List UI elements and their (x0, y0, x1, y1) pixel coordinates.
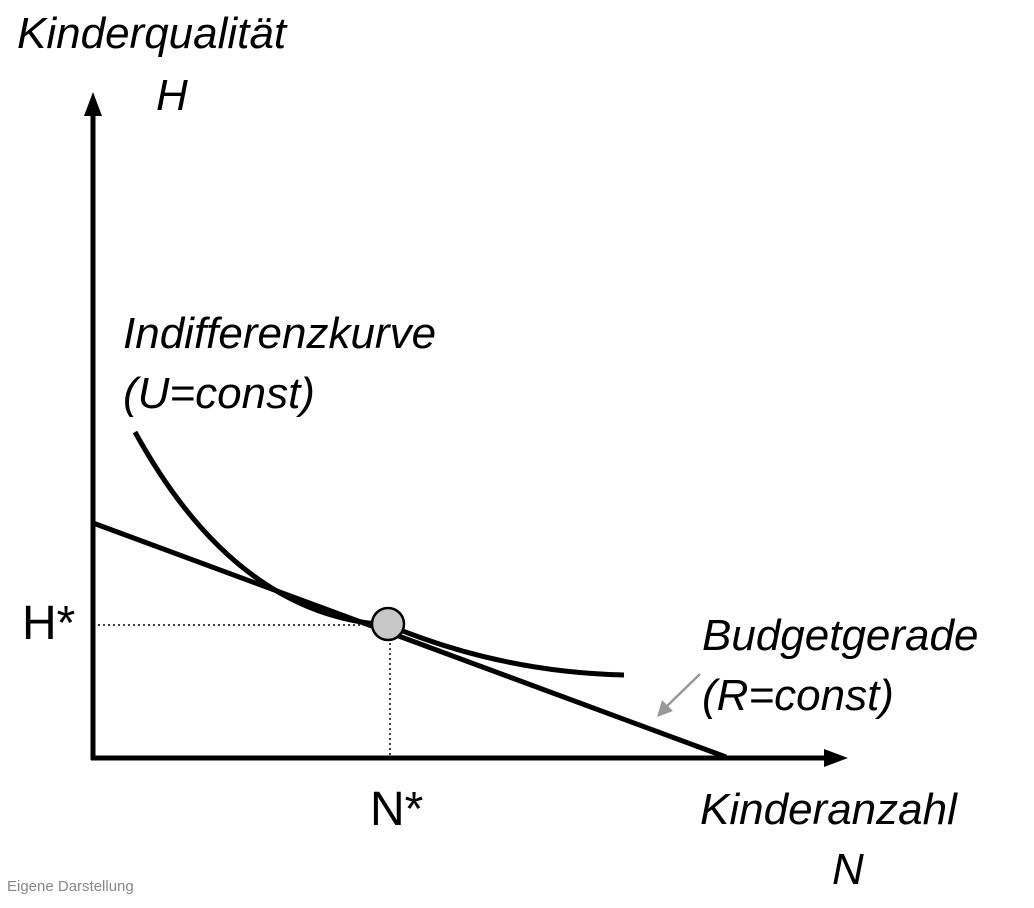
source-note: Eigene Darstellung (7, 878, 134, 895)
n-star-label: N* (370, 783, 424, 836)
h-star-label: H* (22, 597, 76, 650)
budget-line-label-line2: (R=const) (702, 671, 894, 720)
y-axis-arrowhead (84, 92, 102, 116)
y-axis-title-line2: H (156, 71, 188, 120)
budget-pointer-arrow-icon (657, 700, 673, 717)
indifference-curve-label-line1: Indifferenzkurve (123, 309, 437, 358)
x-axis-arrowhead (824, 749, 848, 767)
budget-pointer-arrow-shaft (664, 673, 701, 709)
optimum-point (370, 606, 406, 642)
indifference-curve-label-line2: (U=const) (123, 369, 315, 418)
budget-line (92, 520, 727, 760)
x-axis-title-line2: N (832, 845, 864, 894)
y-axis-title-line1: Kinderqualität (17, 9, 287, 58)
x-axis-title-line1: Kinderanzahl (700, 785, 957, 834)
budget-line-label-line1: Budgetgerade (702, 611, 979, 660)
